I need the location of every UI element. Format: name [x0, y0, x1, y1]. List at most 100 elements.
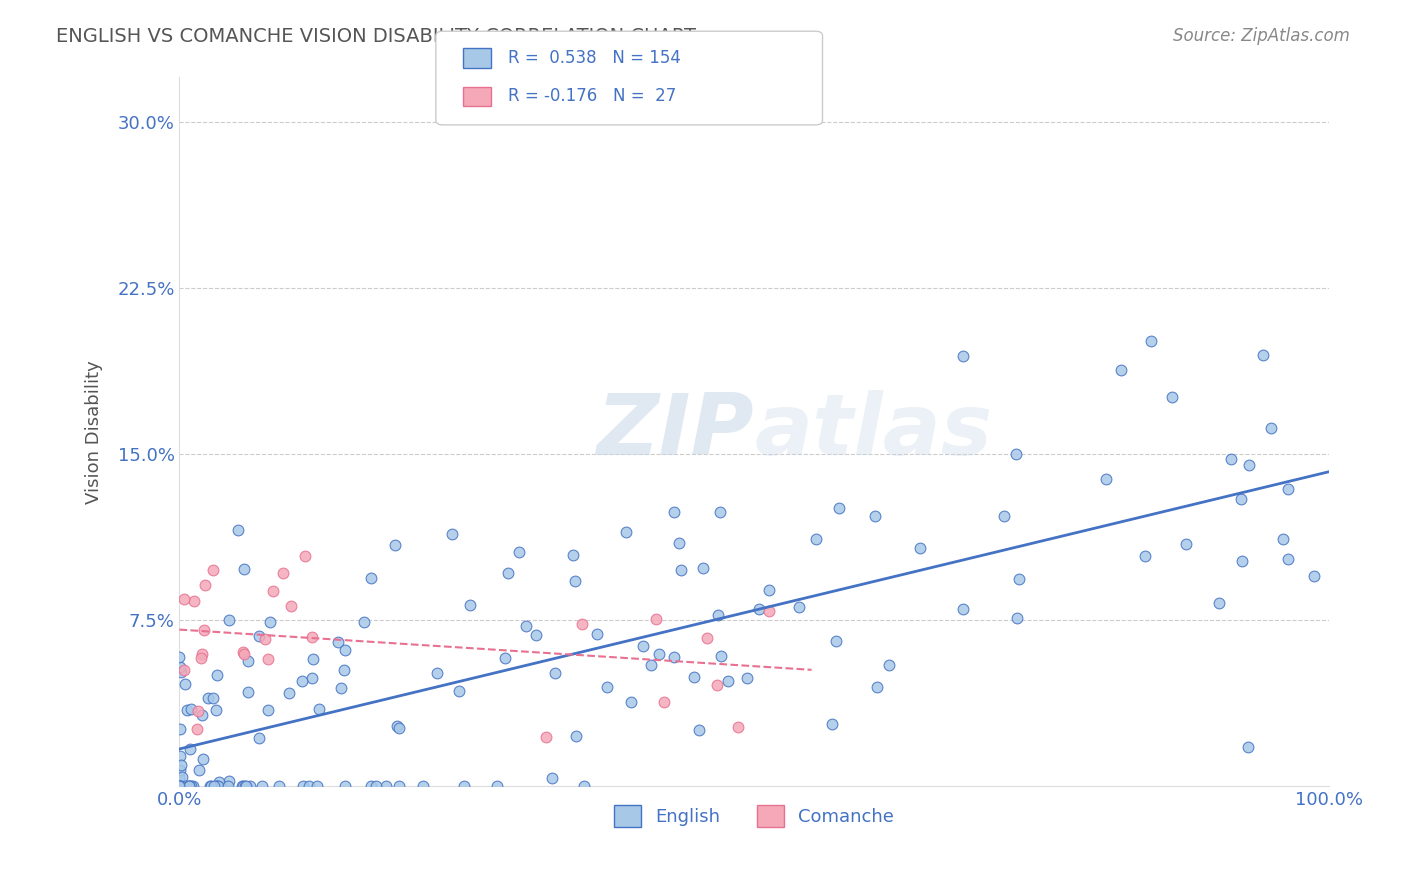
Point [179, 742, 201, 756]
Point [301, 652, 323, 666]
Point [1236, 740, 1258, 755]
Point [177, 780, 200, 794]
Point [360, 570, 382, 584]
Point [645, 612, 668, 626]
Point [440, 527, 463, 541]
Point [614, 525, 637, 540]
Point [993, 509, 1015, 524]
Point [186, 722, 208, 736]
Point [631, 639, 654, 653]
Point [333, 643, 356, 657]
Point [328, 634, 350, 648]
Point [173, 591, 195, 606]
Point [1237, 458, 1260, 472]
Point [169, 774, 191, 789]
Point [218, 613, 240, 627]
Point [804, 532, 827, 546]
Point [1109, 363, 1132, 377]
Point [169, 780, 191, 794]
Point [169, 780, 191, 794]
Point [250, 780, 273, 794]
Point [305, 780, 328, 794]
Point [1208, 596, 1230, 610]
Point [205, 780, 228, 794]
Point [188, 763, 211, 777]
Point [280, 599, 302, 614]
Point [385, 719, 408, 733]
Point [710, 648, 733, 663]
Point [204, 703, 226, 717]
Point [301, 672, 323, 686]
Point [173, 663, 195, 677]
Point [707, 608, 730, 623]
Point [232, 645, 254, 659]
Point [179, 780, 201, 794]
Point [236, 654, 259, 668]
Point [789, 600, 811, 615]
Point [236, 685, 259, 699]
Point [692, 561, 714, 575]
Point [952, 602, 974, 616]
Point [169, 770, 191, 784]
Point [238, 780, 260, 794]
Point [515, 618, 537, 632]
Point [565, 729, 588, 743]
Point [426, 666, 449, 681]
Point [297, 780, 319, 794]
Point [308, 702, 330, 716]
Point [330, 681, 353, 695]
Point [176, 703, 198, 717]
Point [187, 704, 209, 718]
Point [360, 780, 382, 794]
Point [1230, 554, 1253, 568]
Point [1004, 447, 1026, 461]
Point [191, 707, 214, 722]
Point [271, 566, 294, 581]
Point [254, 632, 277, 646]
Point [353, 615, 375, 629]
Legend: English, Comanche: English, Comanche [607, 797, 901, 834]
Point [202, 691, 225, 706]
Point [333, 780, 356, 794]
Point [231, 780, 253, 794]
Point [1008, 572, 1031, 586]
Point [652, 695, 675, 709]
Point [543, 666, 565, 681]
Point [169, 764, 191, 778]
Point [207, 780, 229, 794]
Point [181, 780, 204, 794]
Point [735, 671, 758, 685]
Point [561, 549, 583, 563]
Point [596, 680, 619, 694]
Point [190, 650, 212, 665]
Point [200, 780, 222, 794]
Point [194, 578, 217, 592]
Point [262, 584, 284, 599]
Point [696, 631, 718, 645]
Text: ZIP: ZIP [596, 391, 754, 474]
Point [301, 631, 323, 645]
Point [748, 602, 770, 616]
Point [620, 695, 643, 709]
Point [191, 752, 214, 766]
Point [498, 566, 520, 581]
Point [648, 647, 671, 661]
Point [169, 649, 191, 664]
Point [169, 780, 191, 794]
Y-axis label: Vision Disability: Vision Disability [86, 360, 103, 504]
Point [536, 731, 558, 745]
Text: R = -0.176   N =  27: R = -0.176 N = 27 [508, 87, 676, 105]
Point [1219, 451, 1241, 466]
Text: Source: ZipAtlas.com: Source: ZipAtlas.com [1173, 27, 1350, 45]
Point [1271, 533, 1294, 547]
Point [208, 775, 231, 789]
Point [1095, 472, 1118, 486]
Point [1139, 334, 1161, 348]
Point [384, 537, 406, 551]
Point [294, 549, 316, 563]
Point [169, 780, 191, 794]
Point [267, 780, 290, 794]
Point [1005, 610, 1028, 624]
Point [1260, 421, 1282, 435]
Point [828, 500, 851, 515]
